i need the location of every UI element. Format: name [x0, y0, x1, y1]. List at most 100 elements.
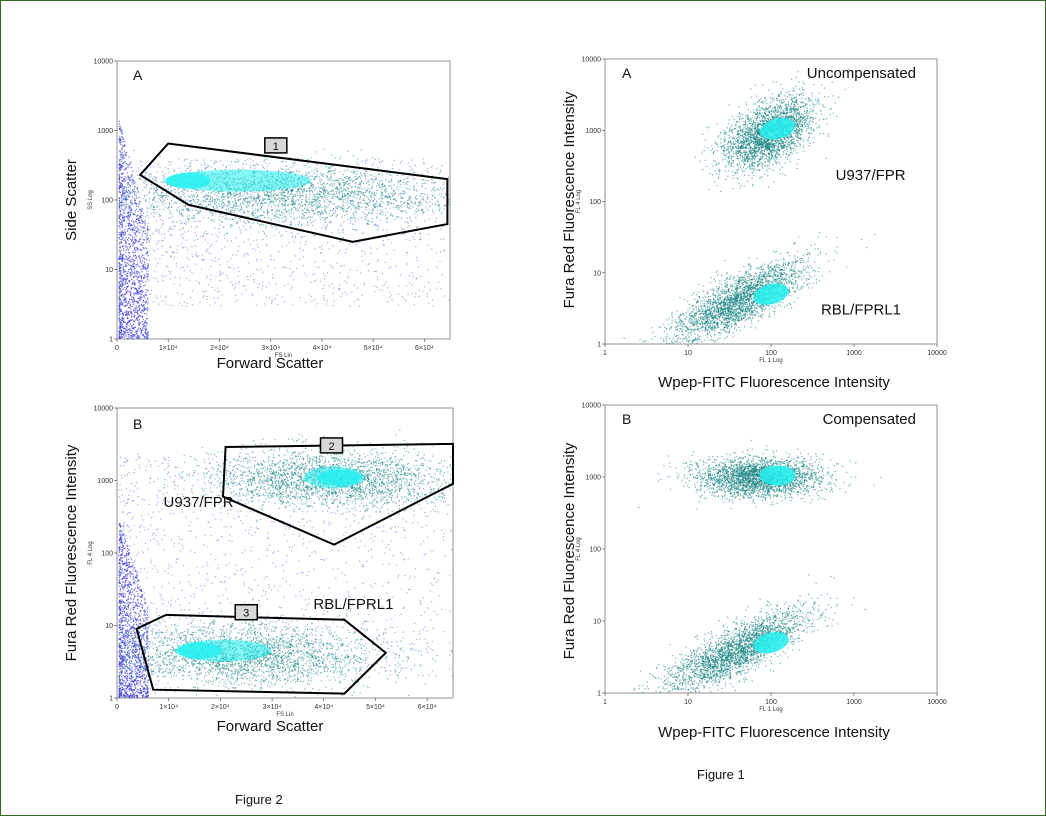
data-point [129, 210, 131, 212]
data-point [140, 278, 143, 280]
data-point [288, 156, 290, 159]
data-point [189, 201, 191, 203]
data-point [168, 206, 170, 208]
data-point [227, 218, 229, 220]
data-point [121, 318, 123, 320]
data-point [134, 284, 136, 286]
data-point [119, 308, 121, 310]
data-point [133, 182, 135, 185]
data-point [244, 200, 246, 202]
data-point [141, 234, 143, 236]
data-point [169, 245, 171, 248]
data-point [129, 280, 131, 282]
data-point [119, 213, 122, 215]
data-point [242, 167, 244, 169]
data-point [346, 211, 348, 213]
data-point [364, 253, 366, 255]
data-point [133, 287, 135, 289]
data-point [312, 224, 314, 227]
data-point [218, 219, 220, 221]
data-point [128, 325, 130, 327]
data-point [341, 207, 343, 210]
data-point [262, 199, 264, 201]
data-point [143, 324, 145, 326]
data-point [176, 202, 178, 204]
data-point [185, 204, 187, 206]
data-point [133, 316, 135, 318]
data-point [133, 202, 136, 205]
data-point [142, 301, 144, 303]
data-point [328, 248, 330, 250]
data-point [338, 195, 340, 197]
data-point [329, 221, 331, 223]
data-point [186, 239, 188, 241]
data-point [375, 206, 377, 209]
data-point [379, 184, 381, 186]
data-point [125, 162, 128, 164]
data-point [119, 138, 121, 140]
data-point [138, 297, 140, 299]
data-point [127, 214, 130, 216]
data-point [122, 288, 124, 290]
data-point [132, 255, 134, 257]
data-point [294, 207, 296, 209]
data-point [136, 249, 138, 251]
data-point [134, 320, 136, 322]
data-point [401, 227, 403, 229]
data-point [338, 178, 340, 180]
data-point [222, 199, 224, 201]
data-point [189, 270, 191, 272]
data-point [122, 180, 124, 182]
data-point [230, 240, 232, 242]
data-point [125, 289, 127, 291]
data-point [124, 233, 126, 235]
data-point [129, 185, 131, 188]
data-point [128, 336, 130, 338]
data-point [212, 197, 214, 199]
data-point [199, 203, 201, 205]
data-point [126, 172, 129, 174]
data-point [207, 165, 210, 167]
data-point [131, 269, 133, 271]
data-point [261, 202, 263, 204]
data-point [128, 164, 130, 166]
data-point [262, 271, 264, 273]
data-point [142, 265, 144, 267]
data-point [118, 208, 120, 210]
data-point [441, 274, 443, 276]
data-point [431, 299, 434, 301]
data-point [261, 204, 264, 206]
data-point [124, 208, 126, 210]
data-point [267, 165, 269, 167]
data-point [339, 183, 341, 185]
data-point [348, 193, 350, 195]
data-point [321, 174, 323, 176]
data-point [226, 274, 228, 276]
data-point [302, 265, 304, 267]
data-point [314, 235, 316, 237]
data-point [179, 284, 181, 286]
data-point [118, 318, 120, 320]
data-point [169, 304, 171, 306]
data-point [145, 171, 147, 173]
data-point [119, 128, 121, 130]
data-point [247, 276, 249, 278]
data-point [137, 316, 139, 318]
data-point [426, 170, 428, 172]
data-point [232, 196, 234, 198]
data-point [267, 211, 269, 213]
data-point [130, 288, 132, 290]
data-point [364, 160, 367, 162]
data-point [127, 212, 129, 214]
data-point [143, 212, 145, 214]
data-point [146, 335, 148, 337]
data-point [130, 192, 132, 194]
data-point [152, 211, 155, 213]
data-point [301, 186, 303, 188]
data-point [276, 208, 278, 210]
data-point [140, 209, 142, 211]
data-point [195, 263, 197, 265]
data-point [374, 270, 376, 272]
data-point [351, 199, 353, 202]
data-point [156, 177, 158, 179]
